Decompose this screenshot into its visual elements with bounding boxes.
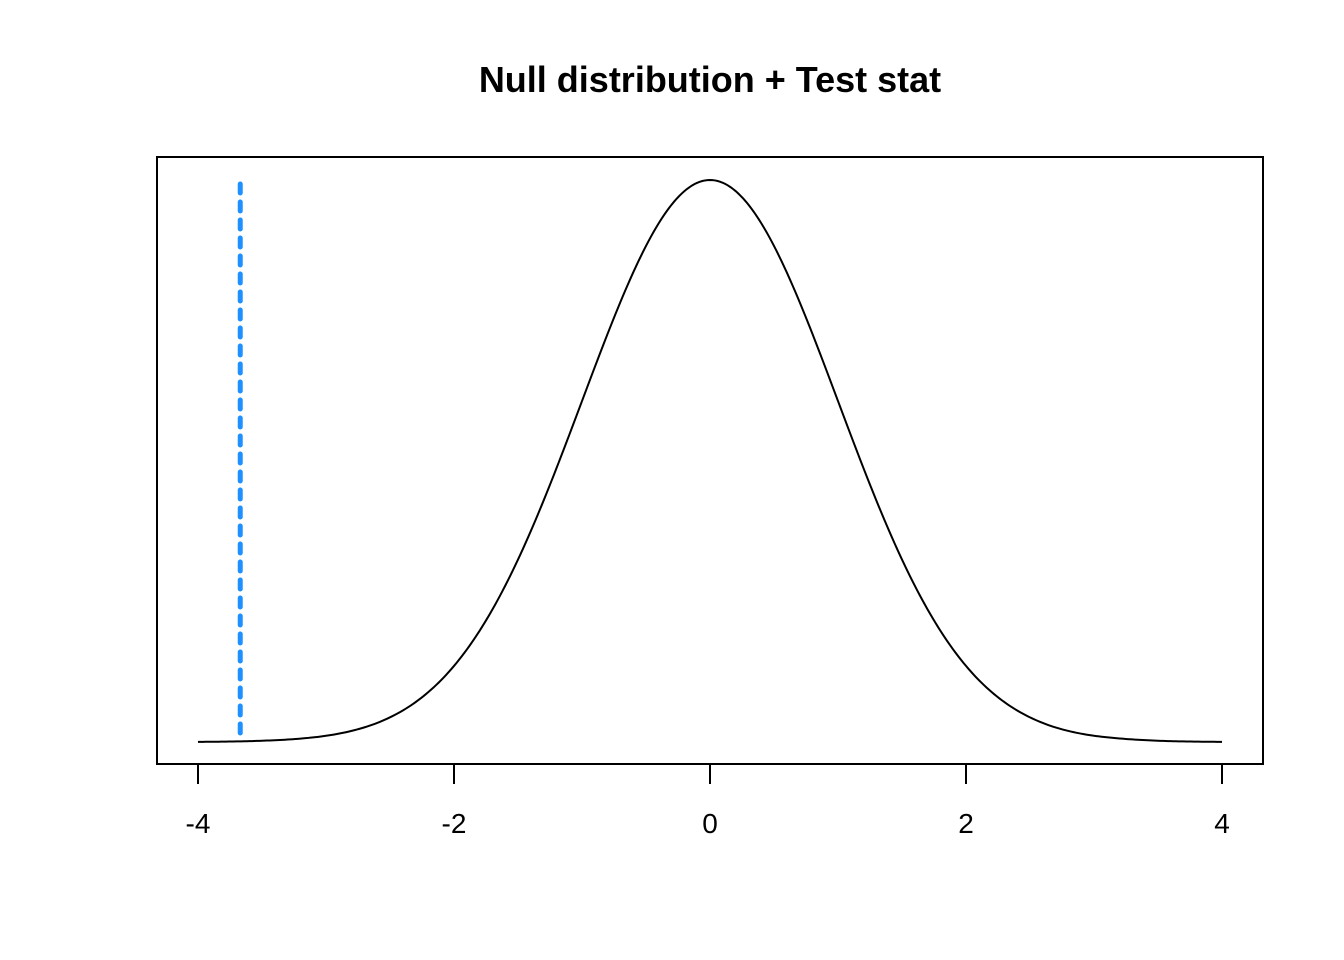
x-tick-label: -4 — [186, 808, 211, 839]
chart-title: Null distribution + Test stat — [479, 59, 941, 100]
density-curve — [197, 178, 1223, 743]
x-axis: -4 -2 0 2 4 — [186, 763, 1230, 839]
x-tick-label: 4 — [1214, 808, 1230, 839]
x-tick-label: -2 — [442, 808, 467, 839]
x-tick-label: 2 — [958, 808, 974, 839]
plot-box — [156, 156, 1264, 765]
x-tick-label: 0 — [702, 808, 718, 839]
